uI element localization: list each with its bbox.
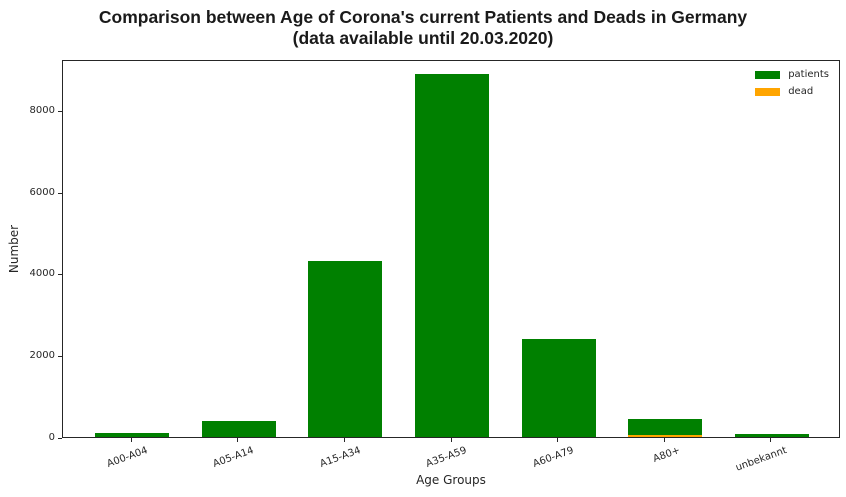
bar-patients-A15-A34 — [308, 261, 383, 437]
legend-item-patients: patients — [755, 69, 829, 81]
legend: patients dead — [755, 69, 829, 98]
x-tick-label: A35-A59 — [425, 445, 469, 470]
chart-title-line1: Comparison between Age of Corona's curre… — [98, 7, 748, 27]
chart-title-line2: (data available until 20.03.2020) — [292, 28, 554, 48]
legend-label-patients: patients — [788, 69, 829, 80]
legend-swatch-patients-icon — [755, 71, 781, 79]
y-tick-mark — [58, 110, 62, 112]
bar-patients-unbekannt — [734, 433, 809, 437]
x-tick-mark — [557, 438, 559, 442]
y-tick-mark — [58, 437, 62, 439]
bar-dead-A80+ — [628, 435, 703, 437]
x-tick-label: A15-A34 — [318, 445, 363, 470]
legend-label-dead: dead — [788, 86, 814, 97]
y-axis-label: Number — [7, 224, 21, 274]
chart-title: Comparison between Age of Corona's curre… — [0, 7, 846, 49]
legend-item-dead: dead — [755, 86, 829, 98]
x-tick-label: A00-A04 — [105, 445, 150, 470]
legend-swatch-dead-icon — [755, 88, 781, 96]
x-tick-mark — [663, 438, 665, 442]
y-tick-label: 8000 — [29, 104, 55, 116]
plot-area: patients dead — [62, 60, 840, 438]
x-tick-label: unbekannt — [734, 445, 789, 474]
x-tick-mark — [237, 438, 239, 442]
y-tick-label: 0 — [48, 431, 55, 443]
x-tick-label: A05-A14 — [211, 445, 256, 470]
x-tick-mark — [130, 438, 132, 442]
x-tick-mark — [343, 438, 345, 442]
bar-patients-A00-A04 — [95, 432, 170, 437]
x-tick-label: A60-A79 — [531, 445, 576, 470]
y-tick-label: 6000 — [29, 186, 55, 198]
bar-patients-A35-A59 — [415, 74, 489, 437]
x-tick-mark — [450, 438, 452, 442]
bar-patients-A60-A79 — [521, 338, 596, 437]
y-tick-mark — [58, 192, 62, 194]
x-tick-label: A80+ — [651, 445, 682, 465]
y-tick-label: 2000 — [29, 349, 55, 361]
bar-patients-A05-A14 — [201, 420, 276, 437]
y-tick-mark — [58, 355, 62, 357]
x-tick-mark — [770, 438, 772, 442]
x-axis-label: Age Groups — [416, 473, 486, 487]
bar-patients-A80+ — [628, 419, 703, 437]
y-tick-mark — [58, 274, 62, 276]
y-tick-label: 4000 — [29, 268, 55, 280]
